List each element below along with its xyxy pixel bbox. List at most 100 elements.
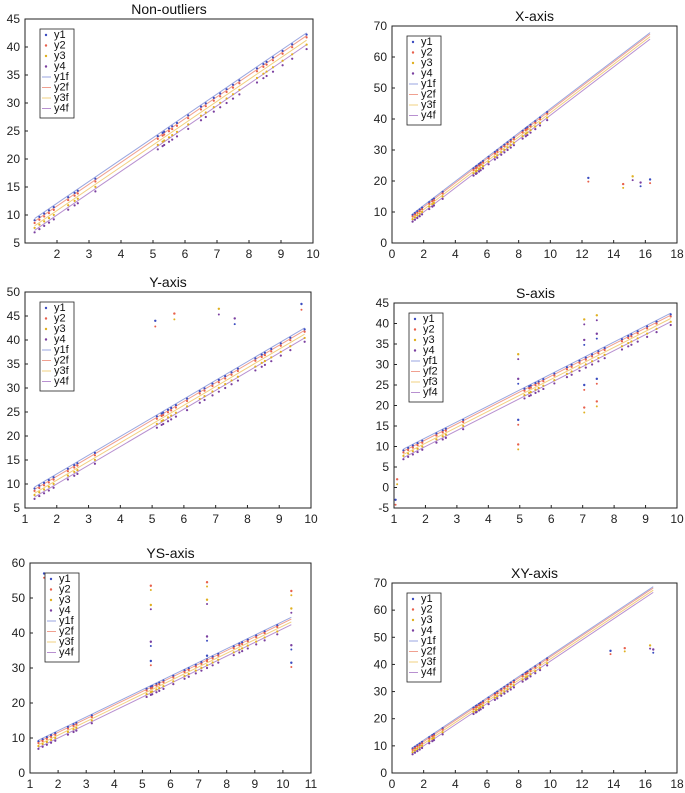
data-point: [413, 216, 417, 219]
outlier-point: [595, 337, 598, 340]
data-point: [523, 394, 526, 397]
data-point: [428, 742, 431, 745]
data-point: [542, 387, 545, 391]
data-point: [33, 226, 36, 229]
data-point: [597, 356, 600, 360]
data-point: [538, 663, 542, 666]
data-point: [151, 693, 154, 696]
data-point: [241, 650, 244, 653]
data-point: [155, 684, 158, 687]
data-point: [93, 451, 97, 454]
legend-marker: [44, 33, 48, 37]
data-point: [162, 422, 165, 426]
chart-title: YS-axis: [146, 545, 194, 561]
data-point: [174, 406, 178, 409]
data-point: [52, 208, 55, 212]
data-point: [162, 687, 165, 690]
data-point: [270, 360, 273, 363]
data-point: [262, 77, 265, 80]
data-point: [198, 390, 201, 393]
data-point: [45, 743, 48, 746]
data-point: [487, 155, 490, 158]
data-point: [200, 669, 203, 672]
plot-area: [394, 312, 672, 506]
data-point: [38, 227, 41, 231]
data-point: [52, 482, 55, 486]
x-tick-label: 3: [86, 247, 93, 261]
data-point: [420, 213, 424, 216]
data-point: [76, 462, 79, 465]
legend-label: y1f: [421, 78, 437, 90]
data-point: [211, 655, 214, 658]
data-point: [90, 722, 93, 725]
data-point: [43, 215, 46, 218]
outlier-point: [583, 383, 586, 387]
y-tick-label: 30: [376, 358, 390, 372]
outlier-point: [648, 644, 652, 647]
legend-label: y3: [423, 334, 435, 346]
outlier-point: [517, 443, 520, 446]
data-point: [185, 409, 189, 412]
data-point: [73, 191, 76, 195]
data-point: [185, 405, 189, 408]
data-point: [47, 212, 51, 215]
data-point: [416, 747, 419, 751]
data-point: [538, 118, 542, 121]
x-tick-label: 18: [670, 247, 684, 261]
data-point: [231, 86, 235, 89]
data-point: [238, 88, 241, 91]
data-point: [546, 662, 549, 665]
outlier-point: [205, 598, 209, 601]
data-point: [475, 172, 478, 175]
data-point: [496, 156, 499, 159]
data-point: [255, 634, 258, 637]
data-point: [270, 347, 273, 351]
data-point: [212, 99, 215, 102]
data-point: [194, 669, 197, 672]
data-point: [171, 138, 174, 141]
data-point: [167, 136, 171, 139]
data-point: [187, 675, 190, 678]
data-point: [477, 709, 481, 712]
data-point: [43, 220, 46, 223]
data-point: [37, 740, 40, 743]
data-point: [472, 707, 475, 711]
data-point: [158, 683, 161, 686]
outlier-point: [621, 182, 625, 186]
y-tick-label: 70: [374, 19, 388, 33]
data-point: [162, 679, 165, 682]
x-tick-label: 2: [422, 512, 429, 526]
data-point: [428, 201, 431, 204]
data-point: [534, 127, 537, 131]
data-point: [421, 445, 424, 448]
data-point: [246, 647, 249, 650]
outlier-point: [173, 318, 176, 321]
x-tick-label: 16: [639, 247, 653, 261]
x-tick-label: 4: [111, 777, 118, 791]
data-point: [523, 389, 526, 392]
x-tick-label: 4: [117, 512, 124, 526]
y-tick-label: 35: [7, 68, 21, 82]
data-point: [203, 387, 206, 390]
data-point: [411, 748, 414, 751]
outlier-point: [206, 602, 209, 605]
data-point: [246, 638, 249, 641]
legend-label: y4f: [59, 647, 75, 659]
data-point: [76, 468, 79, 472]
outlier-point: [517, 358, 520, 361]
x-tick-label: 2: [420, 777, 427, 791]
data-point: [431, 203, 434, 206]
data-point: [238, 648, 241, 651]
legend-label: y3f: [54, 365, 70, 377]
data-point: [41, 738, 44, 741]
data-point: [291, 57, 294, 60]
data-point: [265, 63, 268, 66]
y-tick-label: 30: [7, 381, 21, 395]
legend-marker: [413, 349, 417, 352]
data-point: [170, 409, 173, 412]
data-point: [435, 441, 438, 444]
data-point: [211, 390, 214, 393]
fit-line-4: [38, 624, 292, 749]
legend-marker: [44, 44, 48, 47]
outlier-point: [595, 314, 599, 317]
